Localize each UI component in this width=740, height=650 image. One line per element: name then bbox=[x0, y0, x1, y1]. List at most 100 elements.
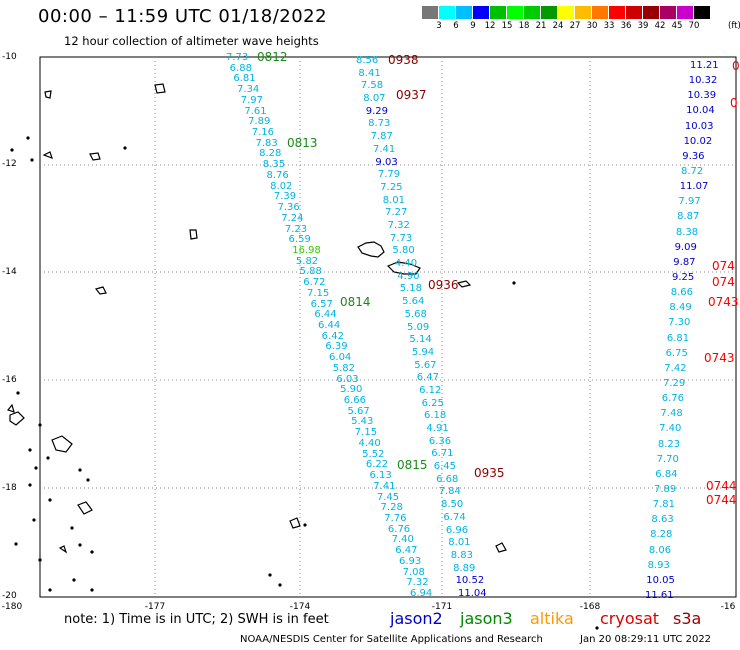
track-b-label: 11.04 bbox=[458, 588, 487, 599]
lat-tick-14: -14 bbox=[2, 267, 17, 277]
lat-tick-12: -12 bbox=[2, 159, 17, 169]
islet-dot bbox=[78, 543, 82, 547]
track-c-label: 8.66 bbox=[670, 287, 693, 299]
island-f bbox=[42, 151, 53, 160]
track-c-label: 6.75 bbox=[665, 347, 688, 359]
pass-time-label: 0936 bbox=[428, 278, 459, 292]
track-a-label: 5.82 bbox=[332, 362, 355, 374]
track-a-label: 7.16 bbox=[251, 127, 275, 139]
track-c-label: 9.87 bbox=[673, 256, 696, 268]
colorbar-swatch bbox=[473, 6, 489, 19]
track-a-label: 7.39 bbox=[273, 191, 297, 203]
colorbar-label: 39 bbox=[637, 21, 649, 31]
track-b-label: 6.71 bbox=[431, 448, 454, 460]
pass-time-label: 0937 bbox=[396, 88, 427, 102]
track-c-label: 7.40 bbox=[659, 423, 682, 435]
islet-dot bbox=[48, 588, 52, 592]
track-a-label: 6.57 bbox=[310, 298, 333, 310]
track-b-label: 5.18 bbox=[399, 283, 422, 295]
track-c-label: 7.42 bbox=[664, 362, 687, 374]
track-a-label: 7.41 bbox=[373, 480, 396, 492]
track-b-label: 8.01 bbox=[448, 537, 471, 549]
track-c-label: 7.97 bbox=[678, 196, 701, 208]
track-c-label: 8.93 bbox=[647, 559, 670, 571]
track-a-label: 7.89 bbox=[248, 116, 271, 128]
track-a-label: 7.23 bbox=[284, 223, 308, 235]
track-a-label: 6.66 bbox=[343, 395, 367, 407]
track-c-label: 10.05 bbox=[646, 574, 675, 586]
colorbar-swatch bbox=[677, 6, 693, 19]
lon-tick-174: -174 bbox=[289, 602, 311, 612]
island-l bbox=[154, 83, 166, 94]
track-a-label: 7.08 bbox=[402, 566, 425, 578]
lat-tick-18: -18 bbox=[2, 483, 17, 493]
lon-tick-180: -180 bbox=[1, 602, 23, 612]
track-b-label: 7.84 bbox=[438, 486, 461, 498]
track-c-label: 8.38 bbox=[675, 226, 699, 238]
track-a-label: 6.81 bbox=[233, 73, 256, 85]
pass-time-label: 074 bbox=[712, 259, 735, 273]
track-b-label: 6.68 bbox=[436, 473, 459, 485]
track-a-label: 6.44 bbox=[318, 320, 341, 331]
colorbar-swatch bbox=[541, 6, 557, 19]
track-a-label: 7.40 bbox=[391, 534, 414, 546]
track-a-label: 8.35 bbox=[262, 159, 286, 171]
legend-jason2: jason2 bbox=[390, 609, 443, 628]
colorbar-swatch bbox=[490, 6, 506, 19]
track-b-label: 4.91 bbox=[426, 423, 449, 435]
track-b-label: 6.74 bbox=[443, 511, 466, 523]
lat-tick-16: -16 bbox=[2, 375, 17, 385]
islet-dot bbox=[32, 518, 36, 522]
islet-dot bbox=[90, 588, 94, 592]
track-a-label: 6.47 bbox=[395, 545, 418, 557]
islet-dot bbox=[10, 148, 14, 152]
islet-dot bbox=[14, 542, 18, 546]
track-a-label: 6.22 bbox=[365, 459, 389, 471]
track-c-label: 9.25 bbox=[672, 272, 695, 283]
track-b-label: 5.67 bbox=[414, 359, 437, 371]
small-islets bbox=[10, 136, 599, 630]
track-b-label: 6.25 bbox=[421, 397, 444, 409]
island-m bbox=[6, 403, 15, 413]
map-subtitle: 12 hour collection of altimeter wave hei… bbox=[64, 34, 319, 48]
legend-jason3: jason3 bbox=[460, 609, 513, 628]
colorbar-label: 12 bbox=[484, 21, 496, 31]
colorbar-swatch bbox=[456, 6, 472, 19]
island-e bbox=[77, 501, 93, 515]
track-b-label: 5.64 bbox=[402, 296, 425, 308]
track-a-label: 7.15 bbox=[354, 427, 378, 439]
island-j bbox=[58, 545, 68, 554]
track-a-label: 7.34 bbox=[237, 84, 260, 96]
track-c-label: 10.02 bbox=[683, 135, 713, 147]
track-a-label: 7.97 bbox=[240, 94, 263, 106]
track-c-label: 10.04 bbox=[686, 105, 715, 117]
colorbar-swatch bbox=[507, 6, 523, 19]
land-outlines bbox=[6, 83, 507, 554]
legend-cryosat: cryosat bbox=[600, 609, 660, 628]
islet-dot bbox=[123, 146, 127, 150]
footer-credit: NOAA/NESDIS Center for Satellite Applica… bbox=[240, 634, 543, 645]
lon-tick-168: -168 bbox=[579, 602, 601, 612]
track-a-label: 7.36 bbox=[277, 202, 300, 214]
track-c-label: 8.23 bbox=[657, 438, 681, 450]
track-c-label: 7.29 bbox=[663, 378, 686, 389]
pass-time-label: 0743 bbox=[704, 351, 735, 365]
islet-dot bbox=[90, 550, 94, 554]
track-a-label: 5.90 bbox=[340, 384, 363, 396]
colorbar-label: 42 bbox=[654, 21, 666, 31]
track-a-label: 5.52 bbox=[362, 448, 385, 460]
colorbar-swatch bbox=[694, 6, 710, 19]
track-a-label: 7.32 bbox=[406, 577, 429, 589]
colorbar-label: 36 bbox=[620, 21, 632, 31]
track-c-label: 11.21 bbox=[690, 60, 719, 71]
track-b-label: 7.25 bbox=[380, 181, 403, 193]
track-a-label: 6.93 bbox=[398, 555, 422, 567]
track-a-label: 8.76 bbox=[266, 169, 289, 181]
island-a bbox=[189, 229, 198, 240]
islet-dot bbox=[278, 583, 282, 587]
track-c-label: 10.39 bbox=[687, 90, 717, 102]
track-a-label: 6.13 bbox=[369, 470, 392, 482]
islet-dot bbox=[28, 448, 32, 452]
lon-tick-177: -177 bbox=[144, 602, 166, 612]
